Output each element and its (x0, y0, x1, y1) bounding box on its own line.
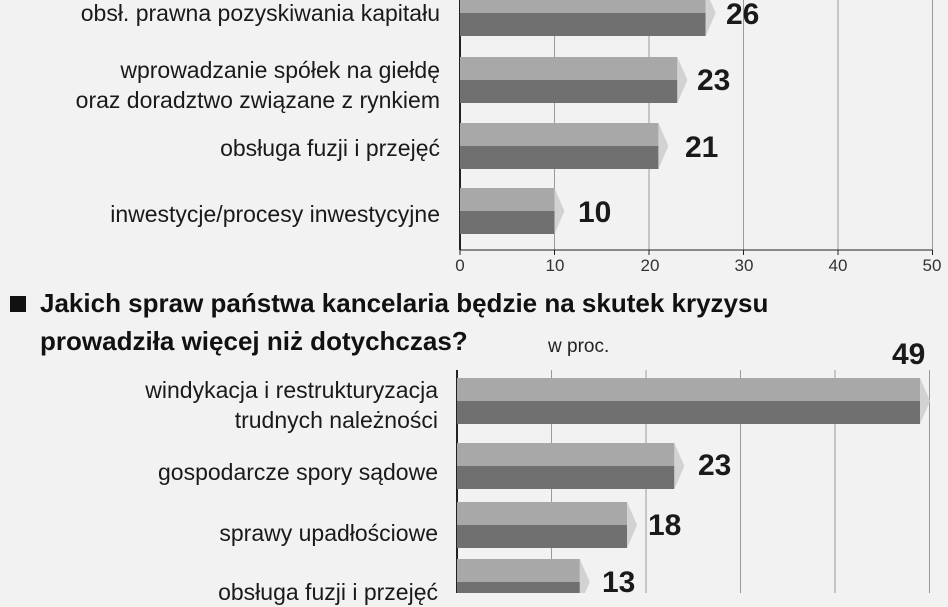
data-label: 26 (726, 0, 760, 31)
bar (460, 57, 688, 103)
data-label: 13 (602, 566, 636, 599)
chart-figure: obsł. prawna pozyskiwania kapitału wprow… (10, 0, 942, 605)
bar (460, 188, 565, 234)
bar (457, 378, 931, 424)
bar (460, 123, 669, 169)
data-label: 49 (892, 338, 926, 371)
data-label: 21 (685, 131, 719, 164)
x-tick-label: 10 (545, 256, 565, 275)
category-label: wprowadzanie spółek na giełdę oraz dorad… (75, 57, 440, 113)
chart-svg (456, 0, 933, 593)
unit-label: w proc. (548, 336, 610, 357)
category-label: windykacja i restrukturyzacja trudnych n… (145, 377, 438, 433)
title-bullet (10, 296, 26, 312)
bar (457, 502, 638, 548)
chart-title-line: prowadziła więcej niż dotychczas? (40, 326, 468, 356)
x-tick-label: 20 (640, 256, 660, 275)
bar (457, 559, 590, 593)
data-label: 18 (648, 509, 682, 542)
category-label: obsługa fuzji i przejęć (218, 579, 438, 605)
x-tick-label: 0 (455, 256, 465, 275)
category-label: sprawy upadłościowe (219, 520, 438, 546)
category-label: inwestycje/procesy inwestycyjne (110, 201, 440, 227)
data-label: 23 (697, 64, 731, 97)
chart-title-line: Jakich spraw państwa kancelaria będzie n… (40, 288, 769, 318)
data-label: 23 (698, 449, 732, 482)
x-tick-label: 30 (734, 256, 754, 275)
category-label: obsługa fuzji i przejęć (220, 135, 440, 161)
category-label: gospodarcze spory sądowe (158, 459, 438, 485)
data-label: 10 (578, 196, 612, 229)
bar (460, 0, 716, 36)
category-label: obsł. prawna pozyskiwania kapitału (80, 0, 440, 26)
x-tick-label: 50 (922, 256, 942, 275)
bar (457, 443, 685, 489)
x-tick-label: 40 (828, 256, 848, 275)
